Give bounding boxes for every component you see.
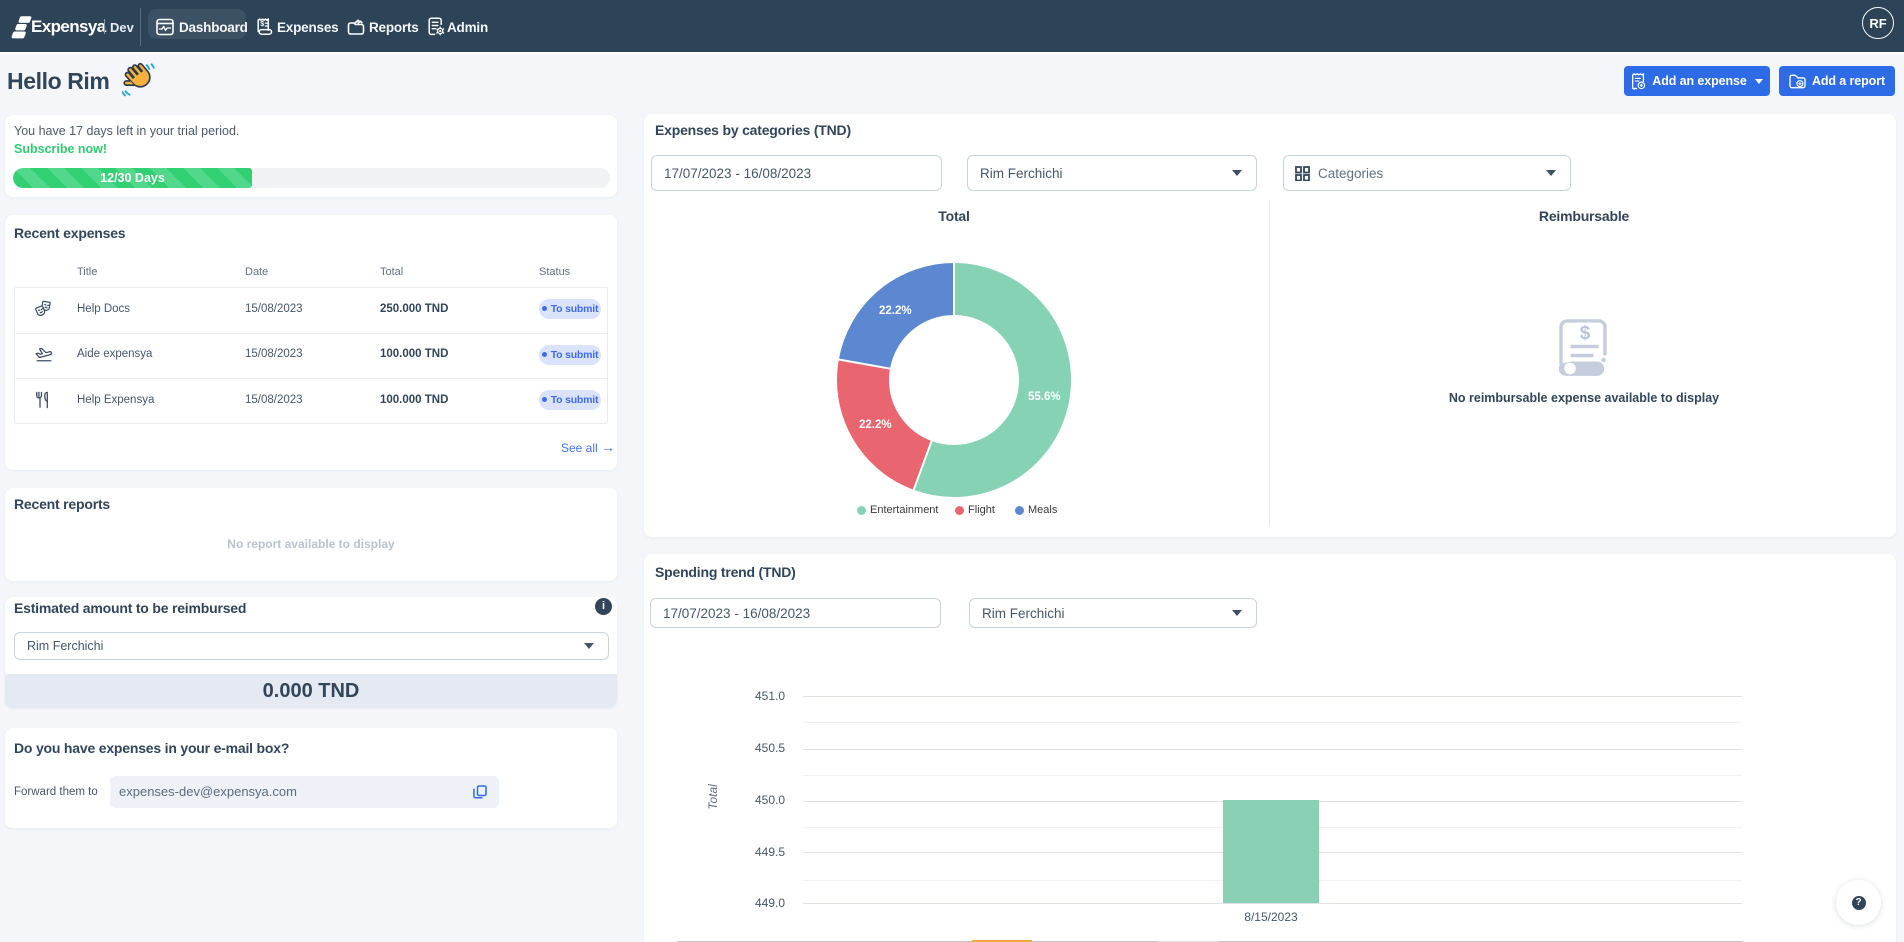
- svg-text:$: $: [260, 21, 264, 28]
- svg-text:$: $: [1580, 323, 1591, 344]
